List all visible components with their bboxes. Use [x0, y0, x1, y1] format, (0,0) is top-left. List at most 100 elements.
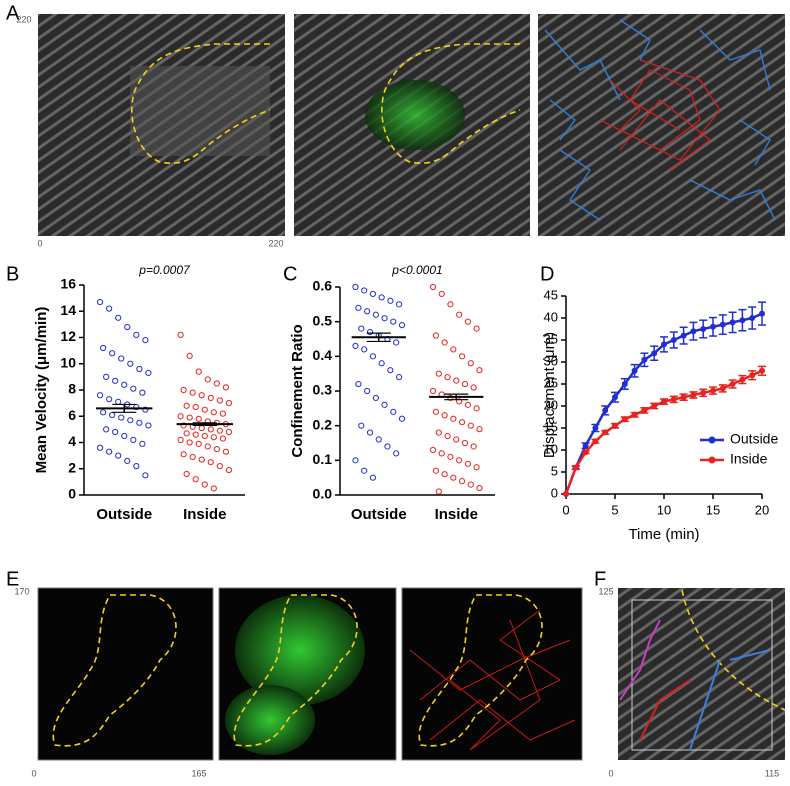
data-point	[456, 398, 463, 405]
data-point	[225, 466, 232, 474]
data-point	[393, 339, 400, 346]
cells	[365, 80, 465, 150]
x-tick-label: 0	[562, 502, 569, 517]
data-point	[456, 311, 463, 318]
outline	[52, 594, 543, 747]
data-point	[124, 323, 131, 331]
data-point	[204, 376, 211, 383]
data-point	[381, 401, 388, 408]
data-point	[106, 396, 113, 403]
data-point	[398, 322, 406, 329]
y-tick-label: 6	[68, 407, 76, 423]
data-point	[467, 481, 474, 488]
data-point	[464, 460, 471, 467]
y-tick-label: 0.3	[313, 382, 333, 398]
data-point	[441, 412, 448, 419]
data-point	[222, 384, 229, 391]
data-point	[106, 305, 113, 312]
data-point	[476, 426, 483, 433]
data-point	[115, 452, 122, 459]
y-tick-label: 0	[68, 486, 76, 502]
data-point	[136, 365, 143, 373]
outline	[381, 43, 521, 164]
y-tick-label: 12	[60, 328, 76, 344]
data-point	[710, 323, 716, 330]
y-tick-label: 15	[544, 419, 558, 434]
data-point	[352, 457, 359, 464]
data-point	[670, 337, 677, 343]
data-point	[139, 440, 146, 447]
data-point	[207, 426, 214, 433]
data-point	[195, 415, 202, 422]
y-tick-label: 2	[68, 459, 76, 475]
data-point	[210, 434, 217, 441]
charts: B Mean Velocity (μm/min) 0 2 4 6 8 10 12 14 16 p=0.…	[6, 263, 778, 543]
data-point	[192, 431, 199, 438]
data-point	[180, 451, 187, 458]
data-point	[183, 402, 190, 409]
data-point	[739, 376, 746, 383]
y-tick-label: 0.6	[313, 278, 333, 294]
axis-value: 115	[765, 768, 779, 778]
axis-value: 0	[37, 238, 42, 248]
y-tick-label: 8	[68, 381, 76, 397]
micrograph	[618, 588, 785, 760]
axis-value: 0	[31, 768, 36, 778]
data-point	[142, 472, 149, 479]
data-point	[719, 385, 726, 392]
data-point	[145, 369, 152, 377]
data-point	[461, 439, 469, 447]
data-point	[369, 290, 377, 298]
panel-label: D	[540, 263, 554, 285]
data-point	[612, 422, 618, 429]
data-point	[621, 416, 628, 423]
axis-value: 165	[191, 768, 206, 778]
data-point	[195, 440, 202, 447]
panel-f: F 125 0 115	[594, 568, 786, 778]
data-point	[450, 474, 457, 481]
data-point	[124, 457, 131, 464]
data-point	[219, 435, 226, 442]
data-point	[198, 424, 205, 432]
y-tick-label: 30	[544, 353, 558, 368]
data-point	[372, 311, 379, 318]
data-point	[127, 360, 134, 367]
data-point	[369, 474, 377, 481]
data-point	[225, 400, 232, 407]
data-point	[186, 352, 193, 359]
data-point	[592, 425, 599, 431]
data-point	[222, 448, 229, 455]
data-point	[183, 430, 190, 437]
data-point	[358, 325, 365, 332]
data-point	[100, 409, 107, 416]
data-point	[563, 491, 569, 497]
data-point	[213, 380, 220, 387]
outline	[681, 589, 786, 711]
data-point	[183, 470, 190, 478]
y-tick-label: 0.2	[313, 416, 333, 432]
region	[130, 66, 270, 156]
data-point	[352, 342, 359, 350]
data-point	[115, 398, 122, 405]
y-axis-label: Displacement (μm)	[541, 332, 558, 458]
x-axis-label: Time (min)	[628, 526, 699, 543]
y-tick-label: 35	[544, 331, 558, 346]
data-point	[476, 484, 483, 492]
data-point	[700, 326, 707, 332]
data-point	[710, 387, 716, 394]
panel-label: A	[6, 2, 20, 24]
data-point	[133, 403, 140, 411]
data-point	[118, 414, 125, 421]
outline	[131, 43, 271, 164]
data-point	[602, 407, 609, 414]
data-point	[473, 464, 480, 471]
y-tick-label: 45	[544, 287, 558, 302]
legend-marker	[708, 456, 716, 464]
data-point	[444, 432, 451, 440]
data-point	[447, 394, 454, 402]
y-tick-label: 14	[60, 302, 76, 318]
data-point	[180, 386, 187, 394]
panel-label: B	[6, 263, 19, 285]
data-point	[461, 380, 469, 388]
data-point	[216, 463, 223, 470]
